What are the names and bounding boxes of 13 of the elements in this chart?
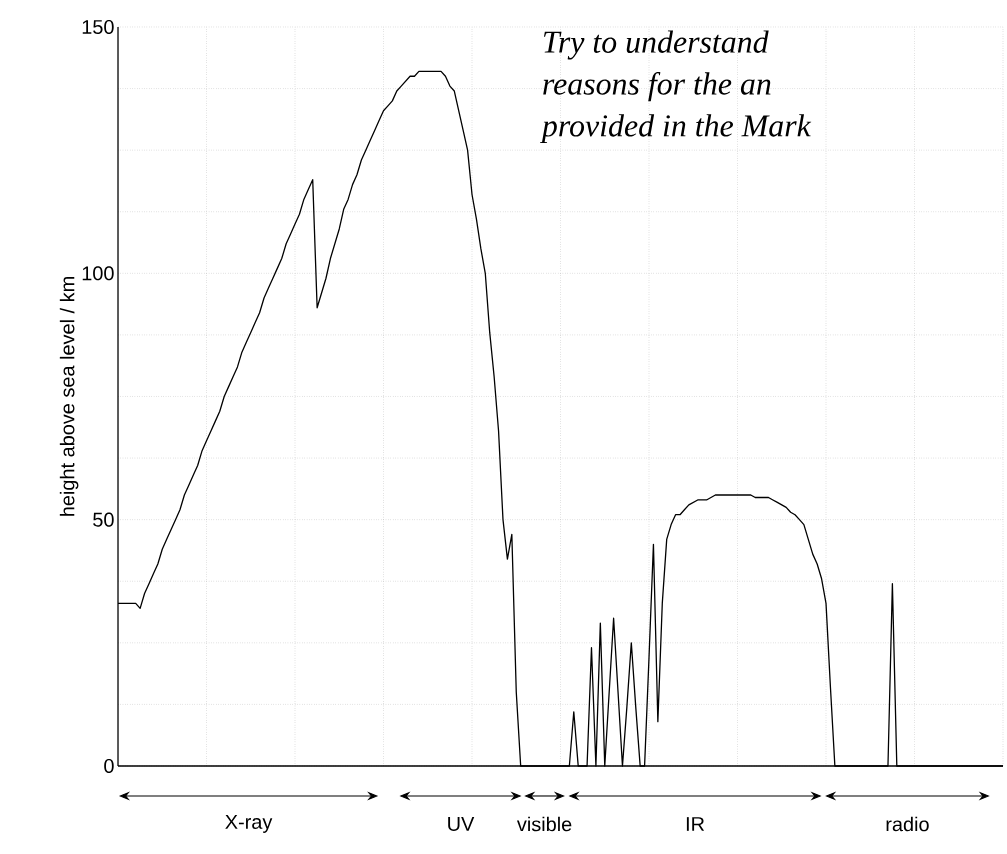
y-tick-label: 50 (93, 512, 114, 527)
text: X-ray (225, 815, 273, 833)
text: IR (686, 817, 705, 831)
y-tick-label: 100 (82, 266, 114, 281)
annotation: Try to understand (543, 30, 769, 60)
text: UV (448, 817, 475, 831)
y-axis-title: height above sea level / km (59, 277, 79, 516)
text: visible (516, 816, 572, 832)
annotation: reasons for the an (543, 72, 771, 102)
annotation: provided in the Mark (540, 114, 812, 144)
text: radio (886, 816, 929, 832)
y-tick-label: 0 (104, 758, 114, 774)
y-tick-label: 150 (82, 19, 114, 35)
